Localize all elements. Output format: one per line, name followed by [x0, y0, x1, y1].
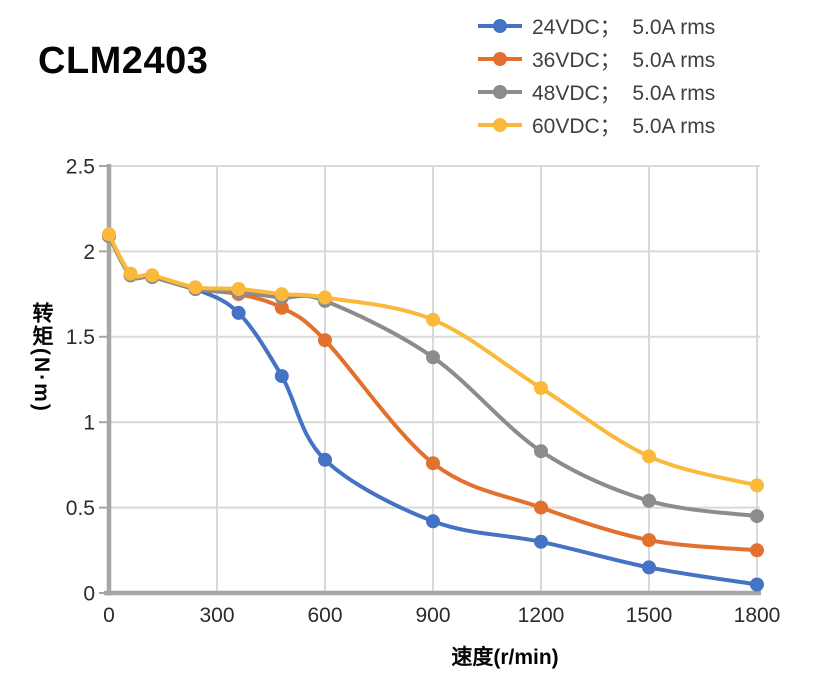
series-marker-60vdc — [318, 290, 332, 305]
y-axis-title: 转矩(N·m) — [30, 302, 53, 413]
legend-line-marker-icon — [478, 19, 522, 33]
series-marker-24vdc — [318, 452, 332, 467]
series-marker-60vdc — [188, 280, 203, 295]
chart-legend: 24VDC； 5.0A rms 36VDC； 5.0A rms 48VDC； 5.0… — [477, 14, 716, 138]
series-marker-24vdc — [534, 534, 548, 549]
series-marker-36vdc — [534, 500, 548, 515]
legend-line-marker-icon — [478, 85, 522, 99]
x-tick-label: 600 — [307, 604, 342, 627]
series-marker-60vdc — [642, 449, 656, 464]
series-marker-36vdc — [274, 300, 289, 315]
series-marker-24vdc — [750, 577, 764, 592]
y-tick-label: 2 — [83, 241, 95, 264]
y-tick-label: 1 — [83, 412, 95, 435]
x-axis-title: 速度(r/min) — [451, 646, 559, 669]
series-marker-60vdc — [534, 381, 548, 395]
y-tick-label: 0.5 — [66, 497, 95, 520]
chart-title: CLM2403 — [38, 40, 209, 82]
series-marker-36vdc — [318, 333, 332, 348]
series-marker-60vdc — [102, 227, 116, 242]
series-marker-48vdc — [534, 444, 548, 459]
x-tick-label: 900 — [415, 604, 450, 627]
x-tick-label: 1800 — [734, 604, 781, 627]
series-marker-60vdc — [426, 312, 440, 327]
legend-label: 36VDC； 5.0A rms — [532, 49, 716, 72]
legend-item: 60VDC； 5.0A rms — [477, 113, 716, 138]
series-marker-60vdc — [123, 266, 138, 281]
legend-label: 60VDC； 5.0A rms — [532, 115, 716, 138]
x-tick-label: 1200 — [518, 604, 565, 627]
series-marker-60vdc — [750, 478, 764, 493]
legend-item: 36VDC； 5.0A rms — [477, 47, 716, 72]
series-marker-48vdc — [426, 350, 440, 365]
x-tick-label: 1500 — [626, 604, 673, 627]
series-marker-36vdc — [642, 533, 656, 548]
series-marker-60vdc — [231, 282, 246, 296]
x-tick-label: 300 — [199, 604, 234, 627]
y-tick-label: 2.5 — [66, 155, 95, 178]
series-marker-48vdc — [750, 509, 764, 524]
series-marker-24vdc — [642, 560, 656, 575]
y-tick-label: 0 — [83, 582, 95, 605]
legend-line-marker-icon — [478, 118, 522, 132]
legend-item: 24VDC； 5.0A rms — [477, 14, 716, 39]
x-tick-label: 0 — [103, 604, 115, 627]
series-marker-60vdc — [274, 287, 289, 302]
y-tick-label: 1.5 — [66, 326, 95, 349]
legend-label: 48VDC； 5.0A rms — [532, 82, 716, 105]
legend-line-marker-icon — [478, 52, 522, 66]
series-marker-24vdc — [274, 369, 289, 384]
series-marker-48vdc — [642, 493, 656, 508]
legend-item: 48VDC； 5.0A rms — [477, 80, 716, 105]
series-marker-24vdc — [426, 514, 440, 529]
series-marker-36vdc — [750, 543, 764, 558]
series-marker-60vdc — [145, 268, 160, 283]
legend-label: 24VDC； 5.0A rms — [532, 16, 716, 39]
series-marker-24vdc — [231, 305, 246, 320]
series-marker-36vdc — [426, 456, 440, 471]
